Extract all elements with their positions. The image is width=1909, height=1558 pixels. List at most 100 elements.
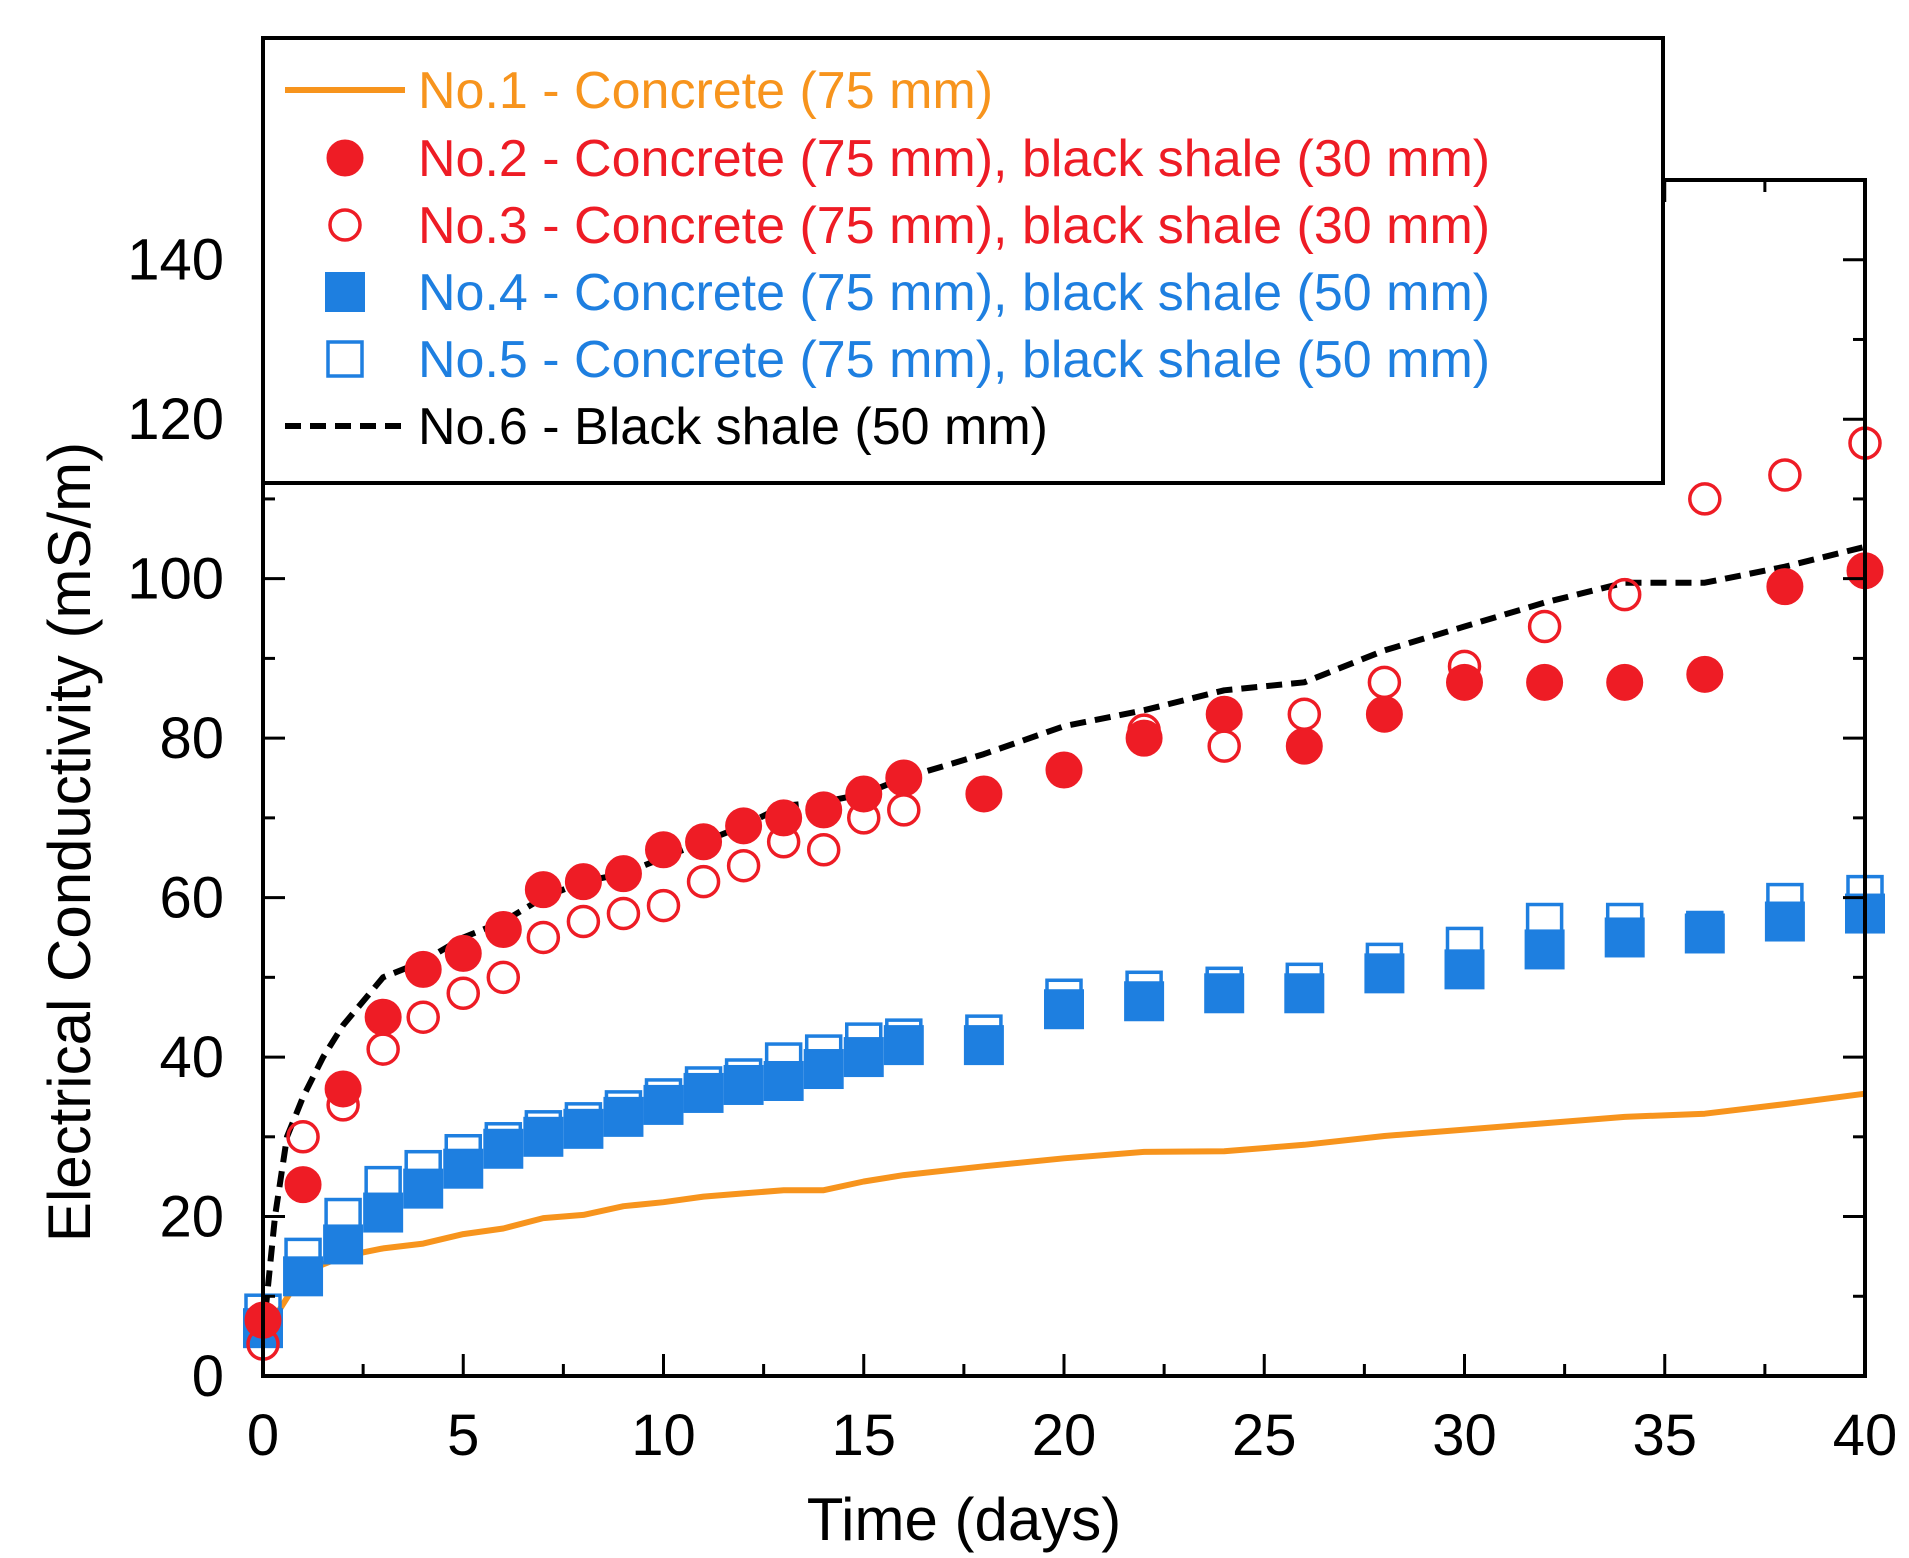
- x-tick-label: 10: [631, 1403, 696, 1468]
- series-4-point: [1044, 989, 1084, 1030]
- series-2-point: [1205, 695, 1243, 733]
- series-2-point: [404, 950, 442, 988]
- series-2-point: [284, 1166, 322, 1204]
- series-3-point: [646, 888, 681, 923]
- x-tick-label: 5: [447, 1403, 479, 1468]
- series-2-point: [484, 910, 522, 948]
- series-2-point: [524, 871, 562, 909]
- series-3-point: [806, 833, 841, 867]
- series-2-point: [885, 759, 923, 797]
- legend-label: No.2 - Concrete (75 mm), black shale (30…: [418, 130, 1490, 188]
- series-4-point: [683, 1072, 724, 1113]
- series-4-point: [1444, 949, 1485, 990]
- series-3-point: [446, 976, 480, 1011]
- series-3-point: [486, 960, 521, 995]
- series-4-point: [1204, 973, 1245, 1014]
- series-4-point: [843, 1037, 884, 1078]
- series-4-point: [643, 1084, 684, 1125]
- legend-entry-4: No.4 - Concrete (75 mm), black shale (50…: [325, 264, 1490, 322]
- x-tick-label: 40: [1833, 1403, 1898, 1468]
- series-2-point: [1125, 719, 1163, 757]
- series-2-point: [564, 863, 602, 901]
- x-tick-label: 0: [247, 1403, 279, 1468]
- series-4-point: [803, 1049, 844, 1090]
- series-4-point: [763, 1060, 804, 1101]
- series-3-point: [1688, 482, 1722, 516]
- series-2-point: [765, 799, 803, 837]
- legend-swatch: [326, 139, 364, 177]
- series-4-point: [523, 1116, 564, 1157]
- series-4-point: [403, 1168, 444, 1209]
- series-4-point: [1284, 973, 1325, 1014]
- series-2-point: [1526, 663, 1564, 701]
- y-tick-label: 60: [159, 866, 224, 931]
- series-4-point: [563, 1108, 604, 1149]
- series-3-point: [726, 848, 761, 883]
- legend-swatch: [328, 208, 362, 242]
- series-2-point: [1606, 663, 1644, 701]
- y-axis-label: Electrical Conductivity (mS/m): [36, 442, 103, 1242]
- legend-entry-2: No.2 - Concrete (75 mm), black shale (30…: [326, 130, 1490, 188]
- series-2-point: [324, 1070, 362, 1108]
- legend-swatch: [325, 272, 365, 312]
- series-2-point: [725, 807, 763, 845]
- legend-entry-6: No.6 - Black shale (50 mm): [285, 398, 1048, 456]
- series-4-point: [883, 1025, 924, 1066]
- legend-entry-1: No.1 - Concrete (75 mm): [285, 62, 993, 120]
- series-2: [244, 552, 1884, 1339]
- series-4-point: [963, 1025, 1004, 1066]
- x-tick-label: 25: [1232, 1403, 1297, 1468]
- series-3-point: [1527, 609, 1562, 644]
- series-2-point: [845, 775, 883, 813]
- series-2-point: [965, 775, 1003, 813]
- series-3-point: [606, 896, 641, 931]
- legend-box: [261, 36, 1665, 485]
- y-tick-label: 20: [159, 1185, 224, 1250]
- series-2-point: [1045, 751, 1083, 789]
- legend-entry-3: No.3 - Concrete (75 mm), black shale (30…: [328, 197, 1490, 255]
- series-4-point: [723, 1064, 764, 1105]
- series-4-point: [1604, 917, 1645, 958]
- y-tick-label: 120: [127, 387, 224, 452]
- series-3-point: [1768, 458, 1802, 492]
- series-2-point: [1365, 695, 1403, 733]
- series-2-point: [604, 855, 642, 893]
- y-tick-label: 100: [127, 547, 224, 612]
- x-tick-label: 35: [1632, 1403, 1697, 1468]
- series-4-point: [1124, 981, 1165, 1022]
- series-4-point: [483, 1128, 524, 1169]
- legend-swatch: [326, 340, 364, 378]
- series-3-point: [686, 864, 721, 899]
- series-3-point: [286, 1120, 320, 1154]
- legend-label: No.5 - Concrete (75 mm), black shale (50…: [418, 331, 1490, 389]
- x-axis-label: Time (days): [807, 1486, 1121, 1553]
- series-2-point: [685, 823, 723, 861]
- series-2-point: [1285, 727, 1323, 765]
- series-4-point: [1684, 913, 1725, 954]
- series-3-point: [406, 1000, 440, 1034]
- series-3-point: [526, 920, 561, 955]
- series-4-point: [363, 1192, 404, 1233]
- series-1-line: [260, 1090, 1866, 1338]
- series-2-point: [1446, 663, 1483, 701]
- series-2-point: [364, 998, 402, 1036]
- series-2-point: [805, 791, 843, 829]
- x-tick-label: 15: [831, 1403, 896, 1468]
- legend-label: No.1 - Concrete (75 mm): [418, 62, 993, 120]
- y-tick-label: 140: [127, 228, 224, 293]
- x-tick-label: 20: [1032, 1403, 1097, 1468]
- legend-entry-5: No.5 - Concrete (75 mm), black shale (50…: [326, 331, 1490, 389]
- series-4: [243, 893, 1885, 1349]
- series-1: [260, 1090, 1866, 1338]
- series-2-point: [444, 934, 482, 972]
- x-tick-label: 30: [1432, 1403, 1497, 1468]
- series-4-point: [1764, 901, 1805, 942]
- plot-area: [243, 426, 1885, 1361]
- y-tick-label: 80: [159, 706, 224, 771]
- series-3-point: [566, 904, 601, 939]
- legend: No.1 - Concrete (75 mm) No.2 - Concrete (…: [261, 36, 1665, 485]
- series-4-point: [283, 1256, 324, 1297]
- series-3-point: [1607, 577, 1642, 612]
- series-4-point: [323, 1224, 364, 1265]
